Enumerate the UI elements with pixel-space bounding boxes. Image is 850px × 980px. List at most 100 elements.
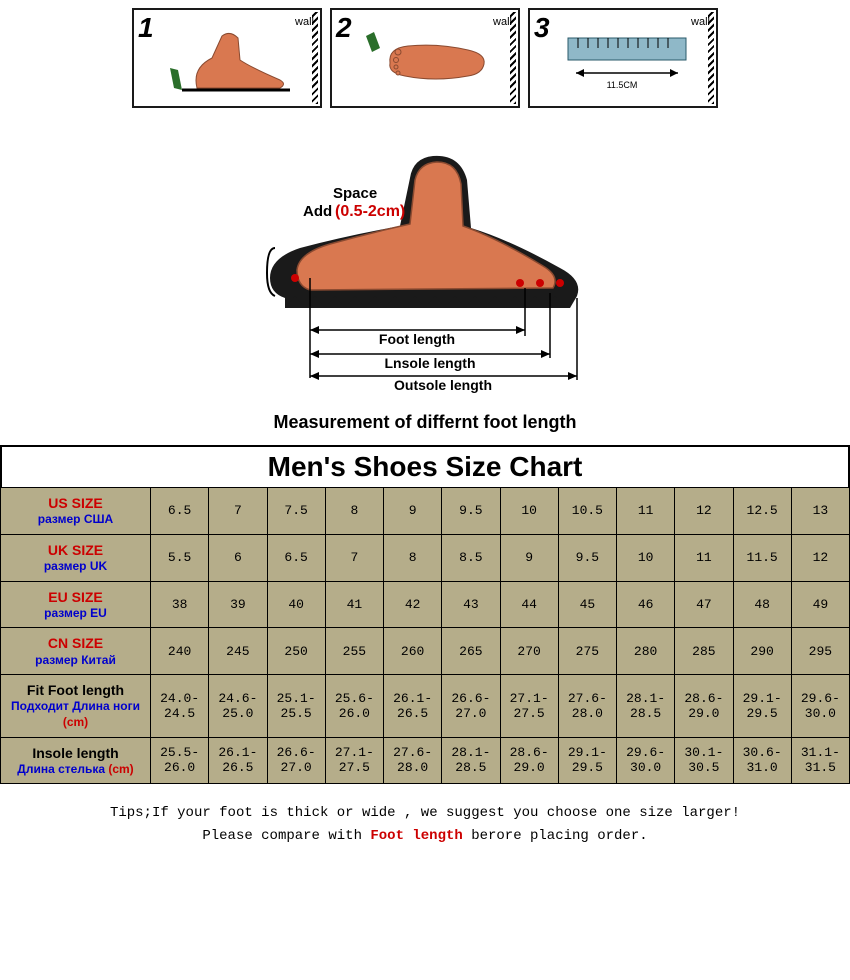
foot-top-icon — [350, 18, 500, 98]
measurement-steps: 1 wall 2 wall 3 wall — [0, 0, 850, 112]
wall-label: wall — [493, 16, 512, 28]
size-cell: 48 — [733, 581, 791, 628]
size-cell: 28.1-28.5 — [617, 675, 675, 737]
size-cell: 7 — [325, 534, 383, 581]
ruler-icon: 11.5CM — [548, 18, 698, 98]
row-header: Insole lengthДлина стелька (cm) — [1, 737, 151, 784]
size-cell: 11.5 — [733, 534, 791, 581]
tips-block: Tips;If your foot is thick or wide , we … — [0, 784, 850, 857]
size-cell: 26.1-26.5 — [384, 675, 442, 737]
size-cell: 45 — [558, 581, 616, 628]
size-cell: 29.6-30.0 — [791, 675, 849, 737]
size-cell: 43 — [442, 581, 500, 628]
size-cell: 9.5 — [558, 534, 616, 581]
step-number: 1 — [138, 12, 154, 44]
size-cell: 41 — [325, 581, 383, 628]
size-cell: 26.6-27.0 — [442, 675, 500, 737]
size-cell: 28.6-29.0 — [675, 675, 733, 737]
size-cell: 10.5 — [558, 488, 616, 535]
size-cell: 25.6-26.0 — [325, 675, 383, 737]
table-row: EU SIZEразмер EU 38394041424344454647484… — [1, 581, 850, 628]
row-header: US SIZEразмер США — [1, 488, 151, 535]
size-cell: 285 — [675, 628, 733, 675]
size-cell: 27.6-28.0 — [384, 737, 442, 784]
size-cell: 10 — [617, 534, 675, 581]
size-cell: 8 — [384, 534, 442, 581]
size-cell: 12 — [791, 534, 849, 581]
wall-label: wall — [295, 16, 314, 28]
size-cell: 27.6-28.0 — [558, 675, 616, 737]
size-cell: 9.5 — [442, 488, 500, 535]
size-cell: 40 — [267, 581, 325, 628]
size-cell: 49 — [791, 581, 849, 628]
table-row: US SIZEразмер США 6.577.5899.51010.51112… — [1, 488, 850, 535]
insole-length-label: Lnsole length — [385, 355, 476, 371]
size-cell: 25.1-25.5 — [267, 675, 325, 737]
wall-label: wall — [691, 16, 710, 28]
step-number: 2 — [336, 12, 352, 44]
chart-title: Men's Shoes Size Chart — [0, 445, 850, 487]
foot-side-icon — [152, 18, 302, 98]
size-cell: 11 — [675, 534, 733, 581]
size-cell: 12 — [675, 488, 733, 535]
size-cell: 255 — [325, 628, 383, 675]
size-cell: 275 — [558, 628, 616, 675]
measure-value: 11.5CM — [607, 80, 638, 90]
size-cell: 6.5 — [151, 488, 209, 535]
size-cell: 5.5 — [151, 534, 209, 581]
size-cell: 47 — [675, 581, 733, 628]
size-cell: 8 — [325, 488, 383, 535]
size-cell: 26.6-27.0 — [267, 737, 325, 784]
step-2: 2 wall — [330, 8, 520, 108]
row-header: UK SIZEразмер UK — [1, 534, 151, 581]
size-cell: 240 — [151, 628, 209, 675]
size-cell: 24.0-24.5 — [151, 675, 209, 737]
size-cell: 280 — [617, 628, 675, 675]
table-row: CN SIZEразмер Китай 24024525025526026527… — [1, 628, 850, 675]
size-cell: 12.5 — [733, 488, 791, 535]
size-cell: 29.6-30.0 — [617, 737, 675, 784]
size-cell: 46 — [617, 581, 675, 628]
table-row: Insole lengthДлина стелька (cm)25.5-26.0… — [1, 737, 850, 784]
size-cell: 13 — [791, 488, 849, 535]
size-cell: 7.5 — [267, 488, 325, 535]
size-cell: 24.6-25.0 — [209, 675, 267, 737]
step-number: 3 — [534, 12, 550, 44]
size-cell: 245 — [209, 628, 267, 675]
size-cell: 29.1-29.5 — [558, 737, 616, 784]
row-header: Fit Foot lengthПодходит Длина ноги (cm) — [1, 675, 151, 737]
tip-line-1: Tips;If your foot is thick or wide , we … — [0, 802, 850, 824]
size-cell: 29.1-29.5 — [733, 675, 791, 737]
size-cell: 295 — [791, 628, 849, 675]
size-cell: 8.5 — [442, 534, 500, 581]
outsole-length-label: Outsole length — [394, 377, 492, 393]
foot-diagram: Space Add (0.5-2cm) Foot length Lnsole l… — [0, 112, 850, 404]
size-cell: 38 — [151, 581, 209, 628]
size-cell: 260 — [384, 628, 442, 675]
foot-length-label: Foot length — [379, 331, 455, 347]
size-cell: 30.1-30.5 — [675, 737, 733, 784]
step-1: 1 wall — [132, 8, 322, 108]
space-label: Space — [333, 185, 377, 202]
tip-line-2: Please compare with Foot length berore p… — [0, 825, 850, 847]
row-header: CN SIZEразмер Китай — [1, 628, 151, 675]
size-cell: 9 — [384, 488, 442, 535]
diagram-caption: Measurement of differnt foot length — [0, 404, 850, 445]
size-cell: 44 — [500, 581, 558, 628]
size-cell: 30.6-31.0 — [733, 737, 791, 784]
foot-length-highlight: Foot length — [370, 828, 462, 844]
size-cell: 7 — [209, 488, 267, 535]
step-3: 3 wall 11.5CM — [528, 8, 718, 108]
size-cell: 6.5 — [267, 534, 325, 581]
size-cell: 270 — [500, 628, 558, 675]
size-cell: 31.1-31.5 — [791, 737, 849, 784]
size-cell: 39 — [209, 581, 267, 628]
size-cell: 28.1-28.5 — [442, 737, 500, 784]
row-header: EU SIZEразмер EU — [1, 581, 151, 628]
size-cell: 10 — [500, 488, 558, 535]
size-chart-table: US SIZEразмер США 6.577.5899.51010.51112… — [0, 487, 850, 784]
size-cell: 28.6-29.0 — [500, 737, 558, 784]
size-cell: 27.1-27.5 — [500, 675, 558, 737]
add-range: (0.5-2cm) — [335, 203, 405, 220]
size-cell: 25.5-26.0 — [151, 737, 209, 784]
